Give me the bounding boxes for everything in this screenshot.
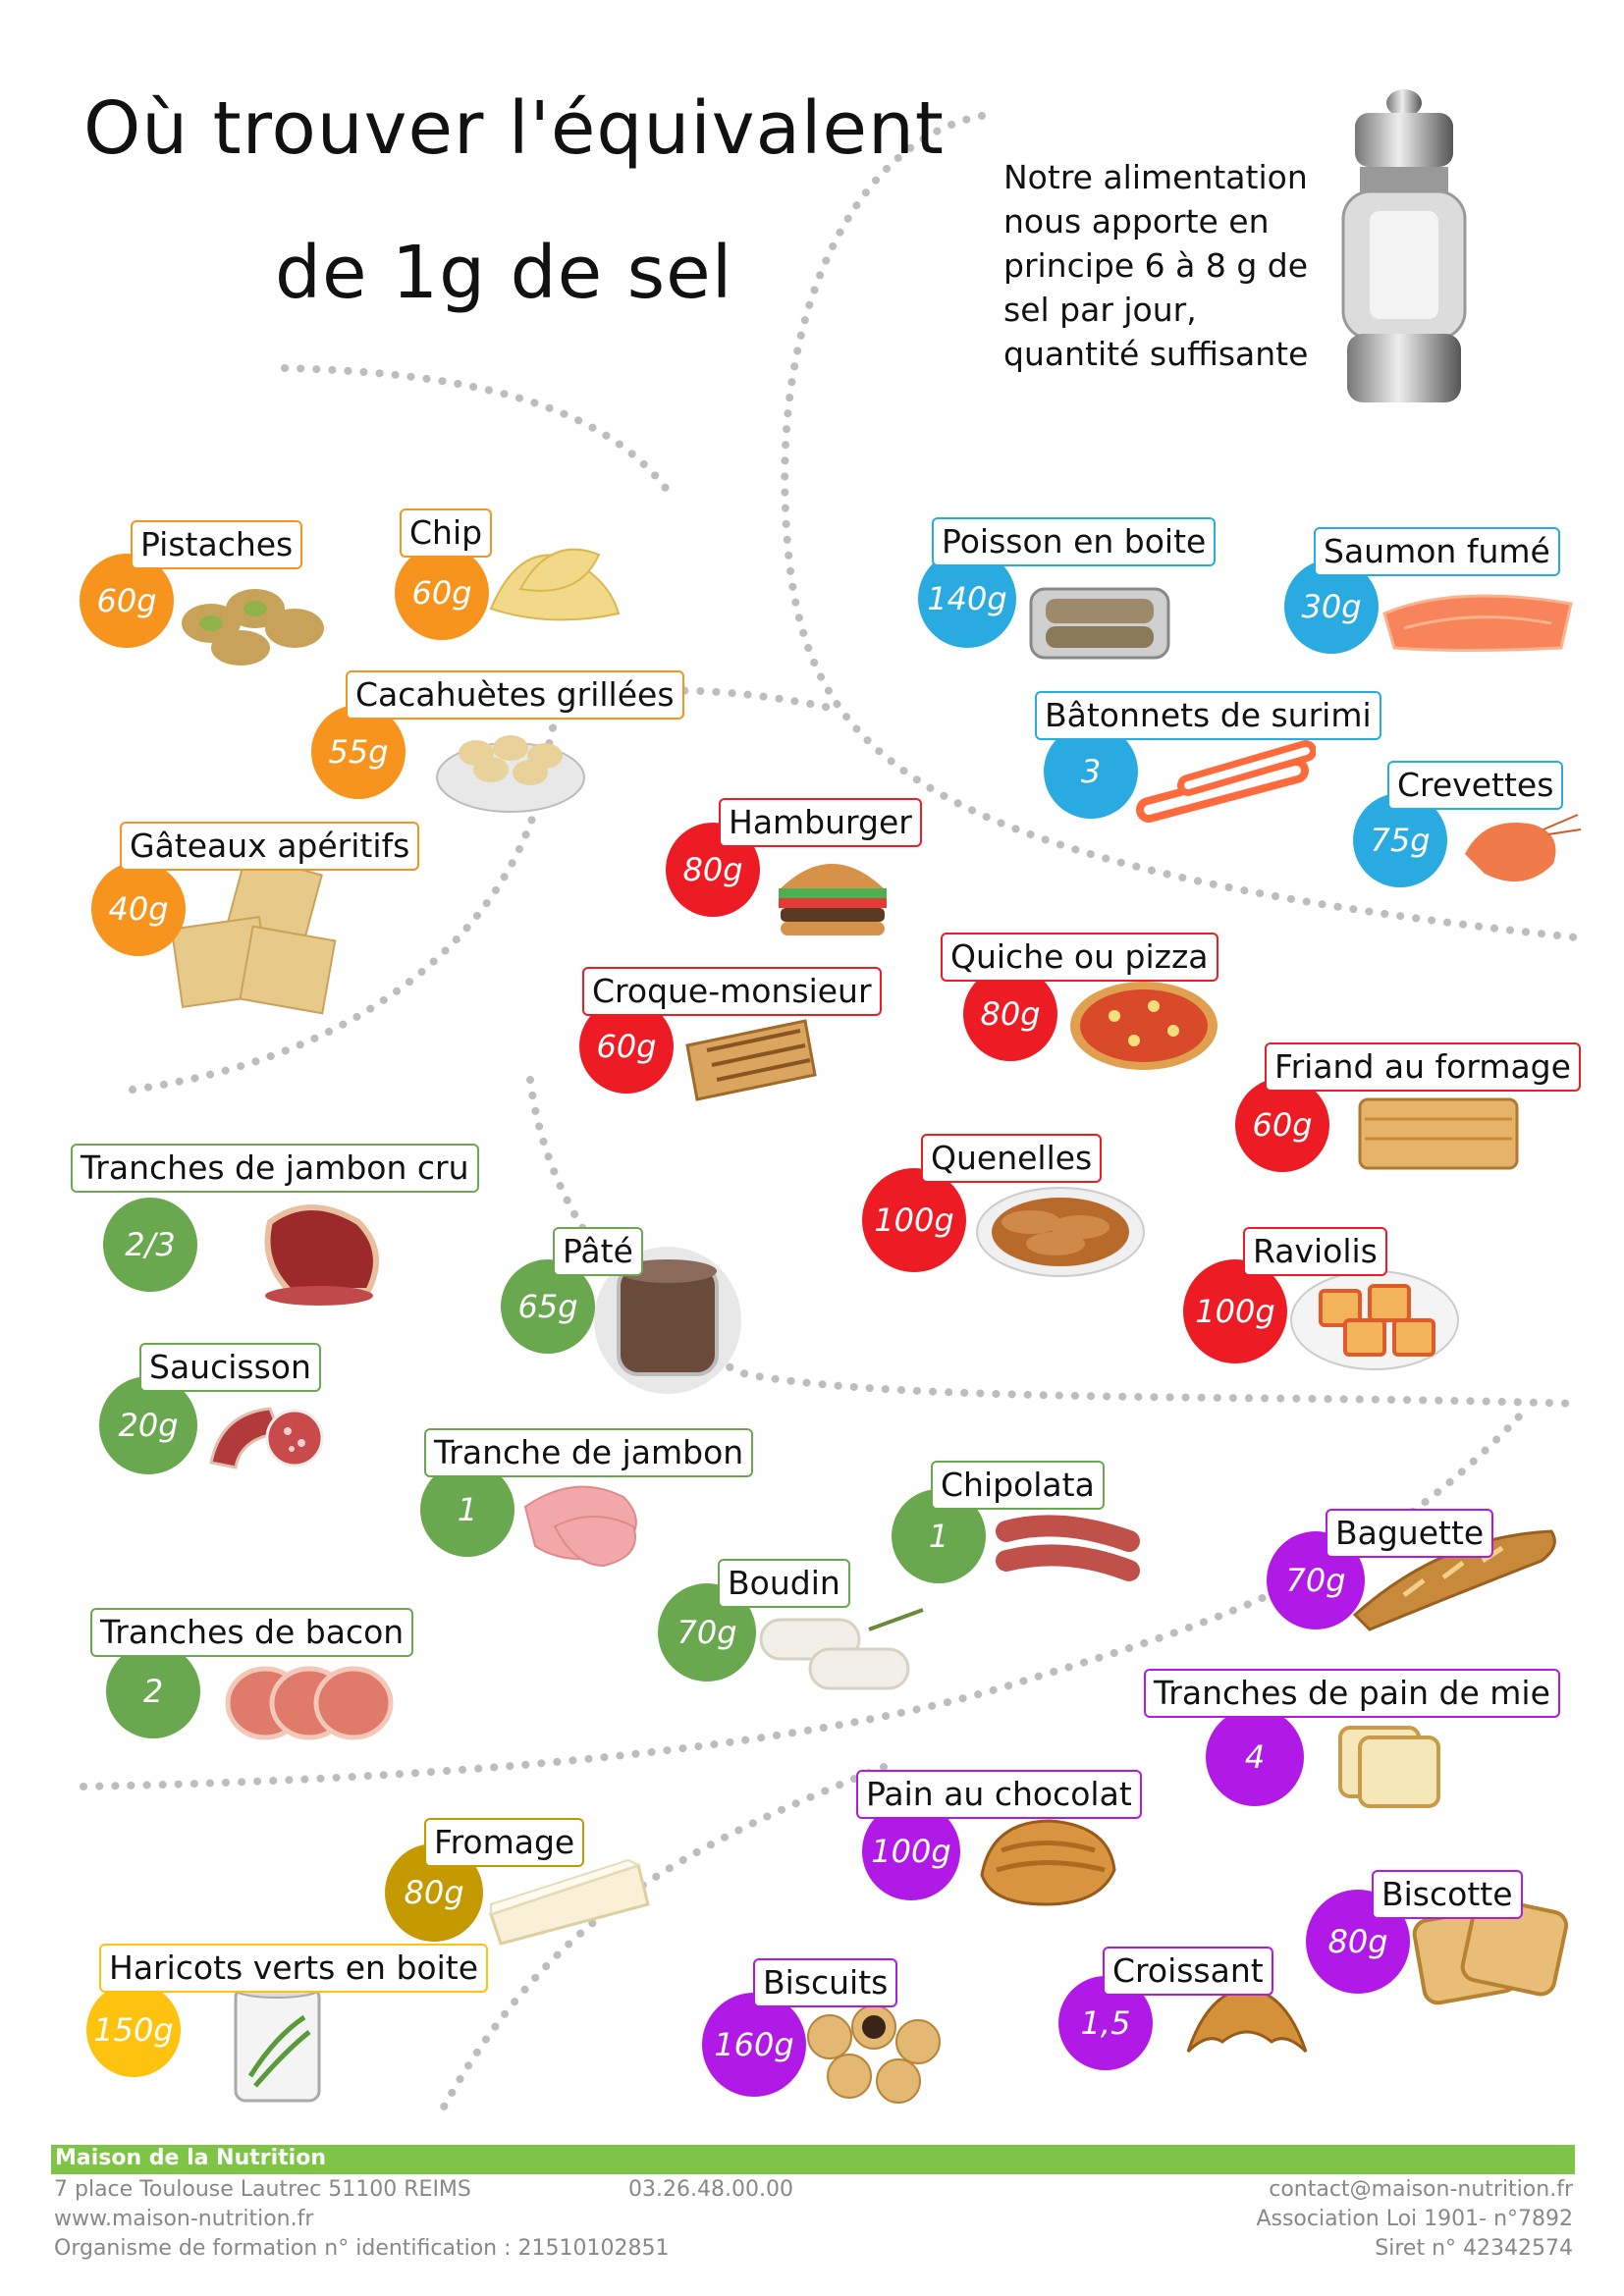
- peanuts-icon: [436, 735, 585, 813]
- quantity-badge: 60g: [1235, 1078, 1329, 1172]
- sausage-icon: [209, 1407, 324, 1469]
- shrimp-icon: [1465, 814, 1582, 881]
- item-label: Croque-monsieur: [582, 967, 882, 1016]
- item-label: Tranche de jambon: [424, 1428, 754, 1477]
- footer-website[interactable]: www.maison-nutrition.fr: [54, 2207, 314, 2231]
- item-label: Gâteaux apéritifs: [120, 822, 420, 871]
- chipolata-icon: [996, 1515, 1140, 1581]
- footer-association: Association Loi 1901- n°7892: [1256, 2207, 1573, 2231]
- item-label: Boudin: [718, 1559, 850, 1608]
- footer-phone: 03.26.48.00.00: [628, 2177, 793, 2202]
- sandwich-icon: [685, 1019, 817, 1101]
- baguette-icon: [1352, 1529, 1556, 1631]
- canned-fish-icon: [1029, 587, 1170, 660]
- intro-text: Notre alimentation nous apporte en princ…: [1003, 158, 1309, 373]
- quantity-badge: 80g: [963, 967, 1057, 1061]
- item-label: Chip: [400, 508, 493, 558]
- salt-grinder-icon: [1341, 89, 1467, 402]
- quantity-badge: 2: [106, 1644, 200, 1738]
- pastry-icon: [1358, 1097, 1519, 1170]
- cheese-icon: [489, 1858, 650, 1946]
- item-label: Saumon fumé: [1314, 527, 1560, 576]
- biscuits-icon: [807, 2004, 941, 2104]
- pain-chocolat-icon: [980, 1819, 1116, 1906]
- ham-slice-icon: [523, 1485, 637, 1568]
- quantity-badge: 80g: [666, 823, 760, 917]
- quantity-badge: 100g: [862, 1168, 966, 1272]
- pizza-icon: [1070, 982, 1218, 1070]
- footer-org-name: Maison de la Nutrition: [55, 2146, 326, 2170]
- item-label: Friand au formage: [1265, 1042, 1581, 1092]
- quantity-badge: 2/3: [103, 1198, 197, 1292]
- salmon-icon: [1382, 594, 1573, 652]
- page-title-line2: de 1g de sel: [275, 231, 733, 315]
- quantity-badge: 55g: [311, 705, 406, 799]
- quantity-badge: 4: [1206, 1708, 1304, 1806]
- quenelles-icon: [976, 1187, 1145, 1277]
- quantity-badge: 150g: [86, 1983, 181, 2077]
- item-label: Croissant: [1103, 1947, 1273, 1996]
- item-label: Fromage: [424, 1818, 585, 1867]
- footer-training: Organisme de formation n° identification…: [54, 2236, 670, 2261]
- item-label: Tranches de bacon: [90, 1608, 414, 1657]
- boudin-icon: [759, 1608, 924, 1690]
- quantity-badge: 100g: [1183, 1259, 1287, 1363]
- footer-bar: [51, 2145, 1575, 2174]
- item-label: Baguette: [1326, 1509, 1494, 1558]
- chips-icon: [489, 548, 621, 621]
- pistachio-icon: [182, 589, 324, 666]
- ham-icon: [264, 1204, 379, 1306]
- burger-icon: [779, 864, 887, 935]
- quantity-badge: 40g: [91, 862, 186, 956]
- quantity-badge: 60g: [395, 546, 489, 640]
- item-label: Quiche ou pizza: [941, 933, 1218, 982]
- biscotte-icon: [1412, 1896, 1569, 2005]
- footer-email[interactable]: contact@maison-nutrition.fr: [1269, 2177, 1573, 2202]
- item-label: Tranches de pain de mie: [1144, 1669, 1560, 1718]
- bacon-icon: [225, 1666, 394, 1740]
- item-label: Pâté: [553, 1227, 643, 1276]
- item-label: Pistaches: [131, 520, 303, 569]
- item-label: Quenelles: [921, 1134, 1103, 1183]
- item-label: Cacahuètes grillées: [346, 670, 684, 720]
- footer-address: 7 place Toulouse Lautrec 51100 REIMS: [54, 2177, 471, 2202]
- item-label: Bâtonnets de surimi: [1035, 691, 1381, 740]
- surimi-icon: [1136, 740, 1316, 823]
- quantity-badge: 3: [1044, 724, 1138, 819]
- quantity-badge: 160g: [702, 1993, 806, 2097]
- pate-jar-icon: [594, 1247, 741, 1394]
- item-label: Pain au chocolat: [856, 1770, 1142, 1819]
- item-label: Biscuits: [753, 1958, 898, 2007]
- quantity-badge: 1: [420, 1463, 514, 1557]
- item-label: Chipolata: [931, 1461, 1105, 1510]
- green-beans-can-icon: [234, 1981, 321, 2103]
- item-label: Saucisson: [139, 1343, 321, 1392]
- item-label: Raviolis: [1243, 1227, 1387, 1276]
- crackers-icon: [170, 854, 337, 1015]
- ravioli-icon: [1290, 1270, 1459, 1370]
- item-label: Tranches de jambon cru: [71, 1144, 479, 1193]
- footer-siret: Siret n° 42342574: [1375, 2236, 1573, 2261]
- quantity-badge: 20g: [99, 1376, 197, 1474]
- quantity-badge: 60g: [80, 554, 174, 648]
- item-label: Hamburger: [719, 798, 922, 847]
- item-label: Poisson en boite: [932, 517, 1217, 566]
- item-label: Haricots verts en boite: [99, 1944, 489, 1993]
- item-label: Crevettes: [1387, 761, 1564, 810]
- page-title-line1: Où trouver l'équivalent: [83, 86, 945, 171]
- item-label: Biscotte: [1372, 1870, 1523, 1919]
- bread-slice-icon: [1338, 1726, 1440, 1808]
